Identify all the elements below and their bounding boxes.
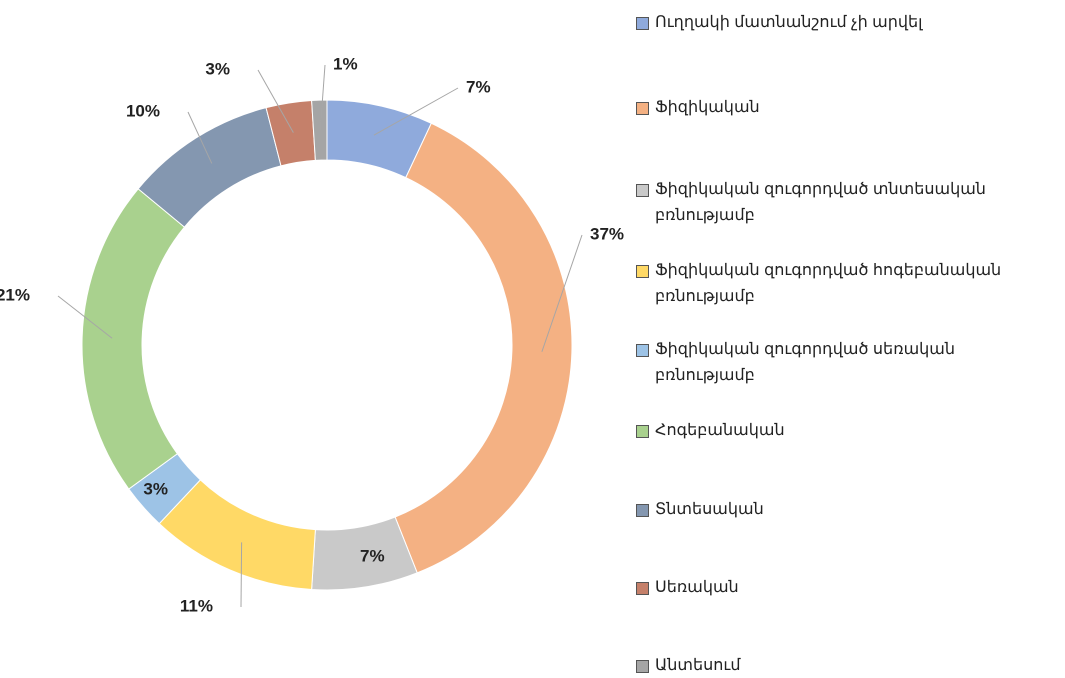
legend-item: Սեռական: [636, 575, 1036, 601]
legend-item: Անտեսում: [636, 653, 1036, 678]
data-label: 3%: [205, 59, 230, 78]
legend-label: Հոգեբանական: [655, 422, 785, 439]
leader-line: [319, 64, 326, 131]
legend-item: Ֆիզիկական զուգորդված տնտեսական բռնությամ…: [636, 177, 1036, 229]
legend-label: Ֆիզիկական զուգորդված հոգեբանական բռնությ…: [655, 262, 1002, 305]
legend-item: Ֆիզիկական զուգորդված սեռական բռնությամբ: [636, 337, 1036, 389]
data-label: 3%: [143, 479, 168, 498]
donut-segment: [81, 188, 186, 490]
data-label: 7%: [360, 546, 385, 565]
legend-item: Տնտեսական: [636, 497, 1036, 523]
data-label: 11%: [180, 596, 213, 615]
data-label: 1%: [333, 54, 358, 73]
legend-swatch: [636, 265, 649, 278]
data-label: 37%: [590, 224, 624, 243]
legend-label: Ֆիզիկական զուգորդված սեռական բռնությամբ: [655, 341, 956, 384]
data-label: 10%: [126, 101, 160, 120]
legend-swatch: [636, 504, 649, 517]
legend-label: Ուղղակի մատնանշում չի արվել: [655, 14, 923, 31]
legend-label: Ֆիզիկական: [655, 99, 760, 116]
leader-line: [57, 295, 113, 339]
legend-label: Անտեսում: [655, 657, 741, 674]
legend-swatch: [636, 184, 649, 197]
legend-swatch: [636, 660, 649, 673]
legend-swatch: [636, 582, 649, 595]
legend-label: Սեռական: [655, 579, 739, 596]
legend-item: Ուղղակի մատնանշում չի արվել: [636, 10, 1036, 36]
legend-swatch: [636, 17, 649, 30]
legend-swatch: [636, 344, 649, 357]
legend-label: Ֆիզիկական զուգորդված տնտեսական բռնությամ…: [655, 181, 986, 224]
legend-swatch: [636, 102, 649, 115]
legend-label: Տնտեսական: [655, 501, 764, 518]
leader-line: [187, 111, 213, 164]
legend-item: Ֆիզիկական: [636, 95, 1036, 121]
leader-line: [373, 87, 459, 136]
donut-segment: [394, 122, 573, 574]
leader-line: [240, 542, 243, 608]
leader-line: [541, 234, 583, 352]
donut-plot: 7% 37% 7% 11% 3% 21% 10% 3% 1%: [0, 54, 624, 615]
leader-line: [257, 69, 294, 133]
legend-swatch: [636, 425, 649, 438]
legend-item: Ֆիզիկական զուգորդված հոգեբանական բռնությ…: [636, 258, 1036, 310]
data-label: 21%: [0, 285, 30, 304]
legend-item: Հոգեբանական: [636, 418, 1036, 444]
data-label: 7%: [466, 77, 491, 96]
donut-segment: [311, 99, 328, 161]
